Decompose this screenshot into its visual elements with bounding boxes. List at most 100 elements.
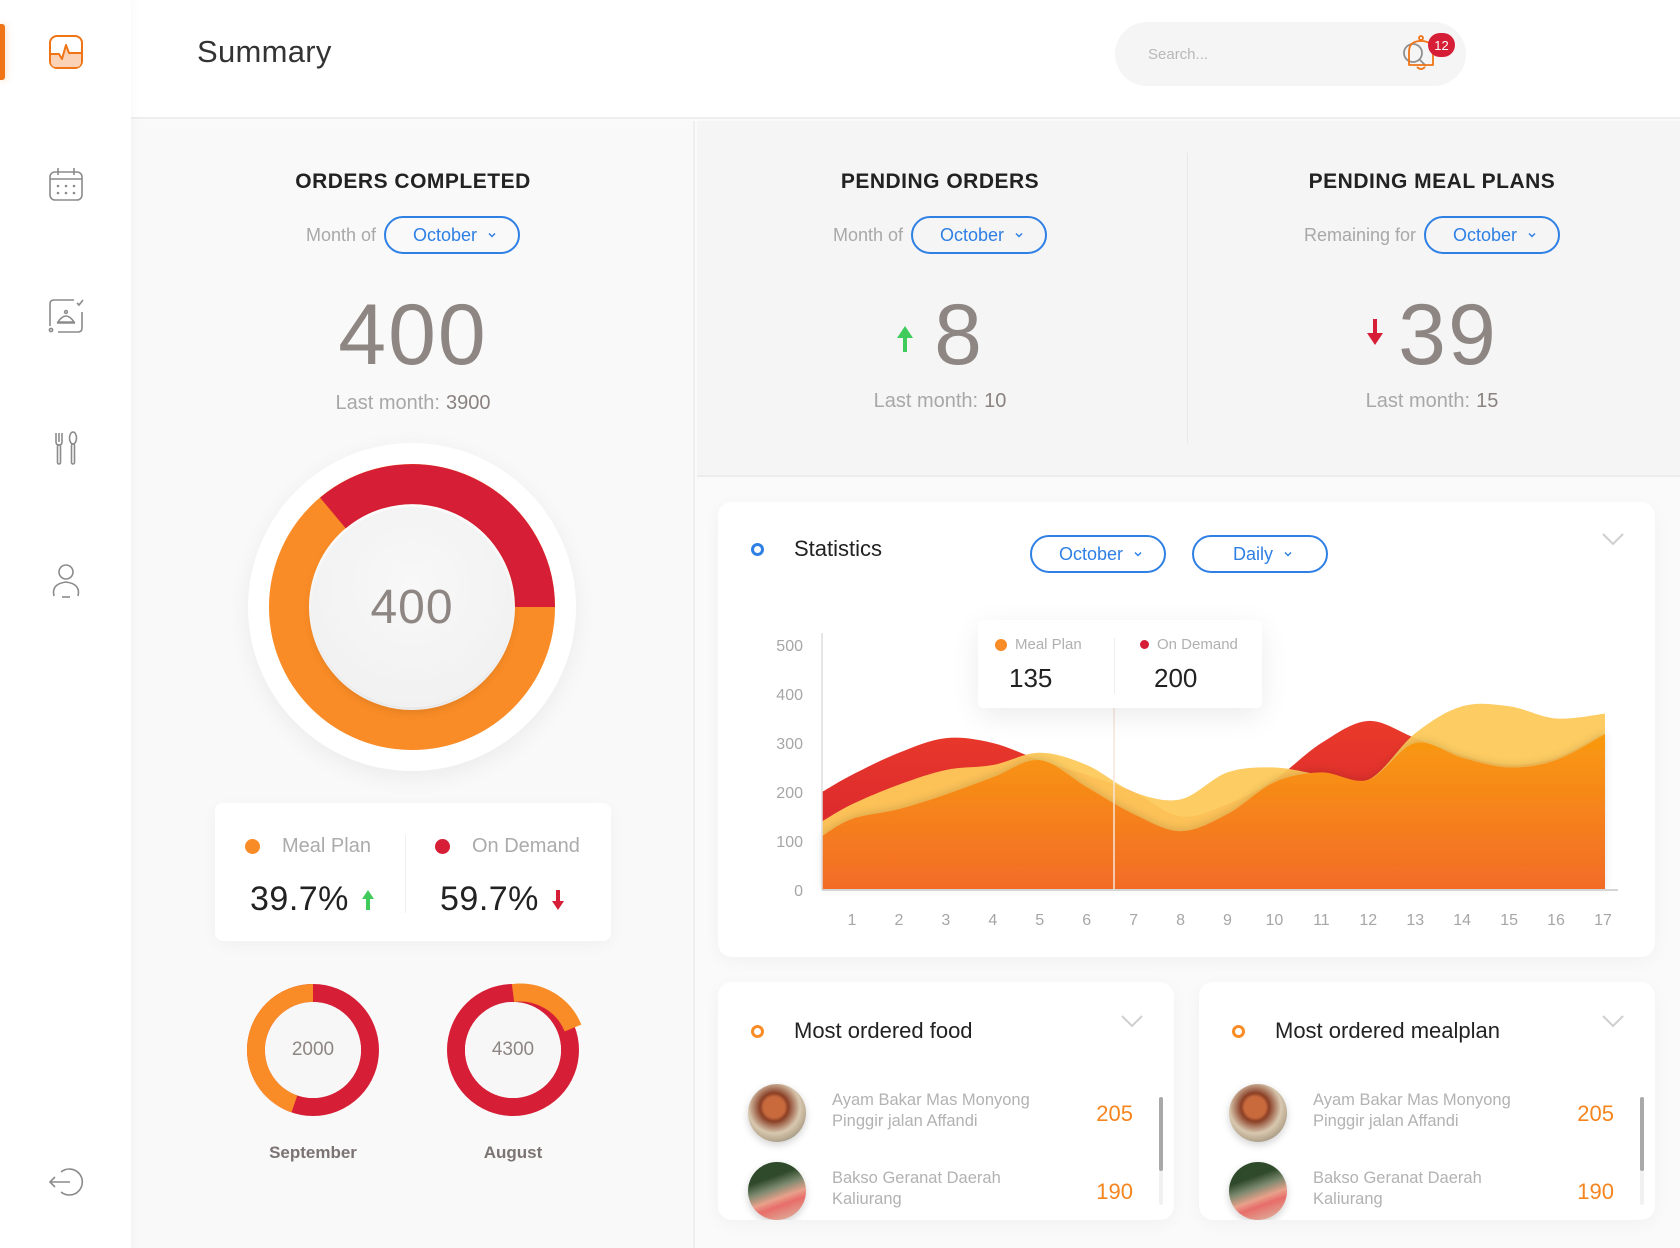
on-demand-dot: [435, 839, 450, 854]
food-count: 190: [1577, 1179, 1614, 1204]
search-input[interactable]: [1148, 45, 1388, 63]
chevron-down-icon: [1528, 232, 1536, 238]
pending-meal-plans-title: PENDING MEAL PLANS: [1308, 170, 1556, 193]
food-dot-icon: [751, 1024, 764, 1038]
scrollbar-thumb[interactable]: [1159, 1097, 1163, 1171]
history-august: 4300 August: [443, 980, 583, 1163]
chevron-down-icon: [1134, 551, 1142, 557]
list-item[interactable]: Bakso Geranat Daerah Kaliurang 190: [1229, 1162, 1629, 1220]
chevron-down-icon: [1284, 551, 1292, 557]
list-item[interactable]: Ayam Bakar Mas Monyong Pinggir jalan Aff…: [1229, 1084, 1629, 1144]
logout-icon: [48, 1168, 84, 1196]
orders-donut-chart: [269, 464, 555, 750]
pending-meal-plans-kpi: PENDING MEAL PLANS Remaining for October…: [1232, 170, 1632, 413]
food-name: Ayam Bakar Mas Monyong Pinggir jalan Aff…: [832, 1091, 1030, 1130]
arrow-up-icon: [361, 889, 374, 910]
meal-plan-percentage: 39.7%: [250, 880, 349, 918]
pending-divider: [1187, 153, 1188, 443]
fork-spoon-icon: [55, 431, 78, 465]
august-value: 4300: [465, 1002, 561, 1098]
statistics-title: Statistics: [794, 536, 883, 561]
most-ordered-food-title: Most ordered food: [794, 1018, 973, 1043]
collapse-chevron-icon[interactable]: [1602, 1014, 1624, 1028]
tooltip-on-demand-value: 200: [1154, 663, 1198, 693]
last-month-label: Last month:: [873, 390, 979, 412]
orders-completed-title: ORDERS COMPLETED: [295, 170, 531, 193]
statistics-card: Statistics October Daily: [718, 502, 1655, 957]
last-month-value: 15: [1476, 390, 1499, 412]
scrollbar[interactable]: [1159, 1097, 1163, 1205]
september-value: 2000: [265, 1002, 361, 1098]
sidebar-item-profile[interactable]: [40, 554, 92, 606]
orders-breakdown-legend: Meal Plan 39.7% On Demand 59.7%: [215, 803, 611, 941]
tooltip-on-demand: On Demand 200: [1140, 636, 1238, 694]
tooltip-meal-plan-value: 135: [1009, 663, 1053, 693]
tooltip-label: Meal Plan: [1015, 636, 1082, 653]
logout-button[interactable]: [40, 1156, 92, 1208]
arrow-down-icon: [1367, 319, 1384, 345]
food-image: [1229, 1084, 1287, 1142]
chevron-down-icon: [1015, 232, 1023, 238]
month-dropdown-value: October: [1058, 543, 1124, 564]
meal-plan-dot: [995, 638, 1007, 651]
user-icon: [52, 564, 80, 598]
most-ordered-mealplan-header: Most ordered mealplan: [1232, 1018, 1500, 1044]
month-dropdown-value: October: [413, 224, 478, 245]
sidebar: [0, 0, 131, 1248]
period-dropdown-value: Daily: [1232, 543, 1273, 564]
list-item[interactable]: Bakso Geranat Daerah Kaliurang 190: [748, 1162, 1148, 1220]
food-name: Bakso Geranat Daerah Kaliurang: [832, 1169, 1001, 1208]
orders-completed-value: 400: [338, 287, 488, 383]
statistics-month-dropdown[interactable]: October: [1030, 535, 1166, 573]
september-label: September: [269, 1143, 357, 1162]
on-demand-dot: [1140, 640, 1149, 649]
donut-center-value: 400: [312, 507, 512, 707]
statistics-header: Statistics: [751, 536, 882, 562]
chevron-down-icon: [488, 232, 496, 238]
mealplan-dot-icon: [1232, 1024, 1245, 1038]
tooltip-label: On Demand: [1157, 636, 1238, 653]
tooltip-meal-plan: Meal Plan 135: [995, 636, 1082, 694]
filter-label: Remaining for: [1303, 224, 1417, 245]
sidebar-item-calendar[interactable]: [40, 158, 92, 210]
list-item[interactable]: Ayam Bakar Mas Monyong Pinggir jalan Aff…: [748, 1084, 1148, 1144]
month-dropdown[interactable]: October: [1424, 216, 1561, 254]
statistics-period-dropdown[interactable]: Daily: [1192, 535, 1328, 573]
pending-meal-plans-value: 39: [1398, 287, 1498, 383]
calendar-icon: [49, 168, 83, 201]
month-dropdown-value: October: [1453, 224, 1518, 245]
last-month-value: 10: [984, 390, 1007, 412]
month-dropdown[interactable]: October: [384, 216, 521, 254]
most-ordered-mealplan-title: Most ordered mealplan: [1275, 1018, 1501, 1043]
last-month-label: Last month:: [1365, 390, 1471, 412]
sidebar-item-orders[interactable]: [40, 290, 92, 342]
pending-orders-title: PENDING ORDERS: [840, 170, 1040, 193]
scrollbar[interactable]: [1640, 1097, 1644, 1205]
notification-badge: 12: [1428, 33, 1455, 57]
month-dropdown[interactable]: October: [911, 216, 1048, 254]
most-ordered-food-card: Most ordered food Ayam Bakar Mas Monyong…: [718, 982, 1174, 1220]
scrollbar-thumb[interactable]: [1640, 1097, 1644, 1171]
sidebar-item-dashboard[interactable]: [40, 26, 92, 78]
collapse-chevron-icon[interactable]: [1121, 1014, 1143, 1028]
tooltip-divider: [1114, 638, 1115, 694]
legend-on-demand: On Demand 59.7%: [435, 803, 633, 941]
sidebar-item-menu[interactable]: [40, 422, 92, 474]
meal-plan-dot: [245, 839, 260, 854]
top-header: Summary 12: [131, 0, 1680, 119]
collapse-chevron-icon[interactable]: [1602, 532, 1624, 546]
most-ordered-mealplan-card: Most ordered mealplan Ayam Bakar Mas Mon…: [1199, 982, 1655, 1220]
food-cloche-icon: [48, 299, 84, 333]
pending-orders-kpi: PENDING ORDERS Month of October 8 Last m…: [740, 170, 1140, 413]
legend-label: On Demand: [472, 835, 580, 857]
search-box[interactable]: [1115, 22, 1466, 86]
last-month-value: 3900: [446, 392, 491, 414]
history-september: 2000 September: [243, 980, 383, 1163]
active-indicator: [0, 24, 5, 80]
food-image: [748, 1162, 806, 1220]
orders-completed-kpi: ORDERS COMPLETED Month of October 400 La…: [213, 170, 613, 415]
most-ordered-food-header: Most ordered food: [751, 1018, 973, 1044]
arrow-up-icon: [897, 326, 914, 352]
food-count: 205: [1096, 1101, 1133, 1126]
legend-label: Meal Plan: [282, 835, 371, 857]
